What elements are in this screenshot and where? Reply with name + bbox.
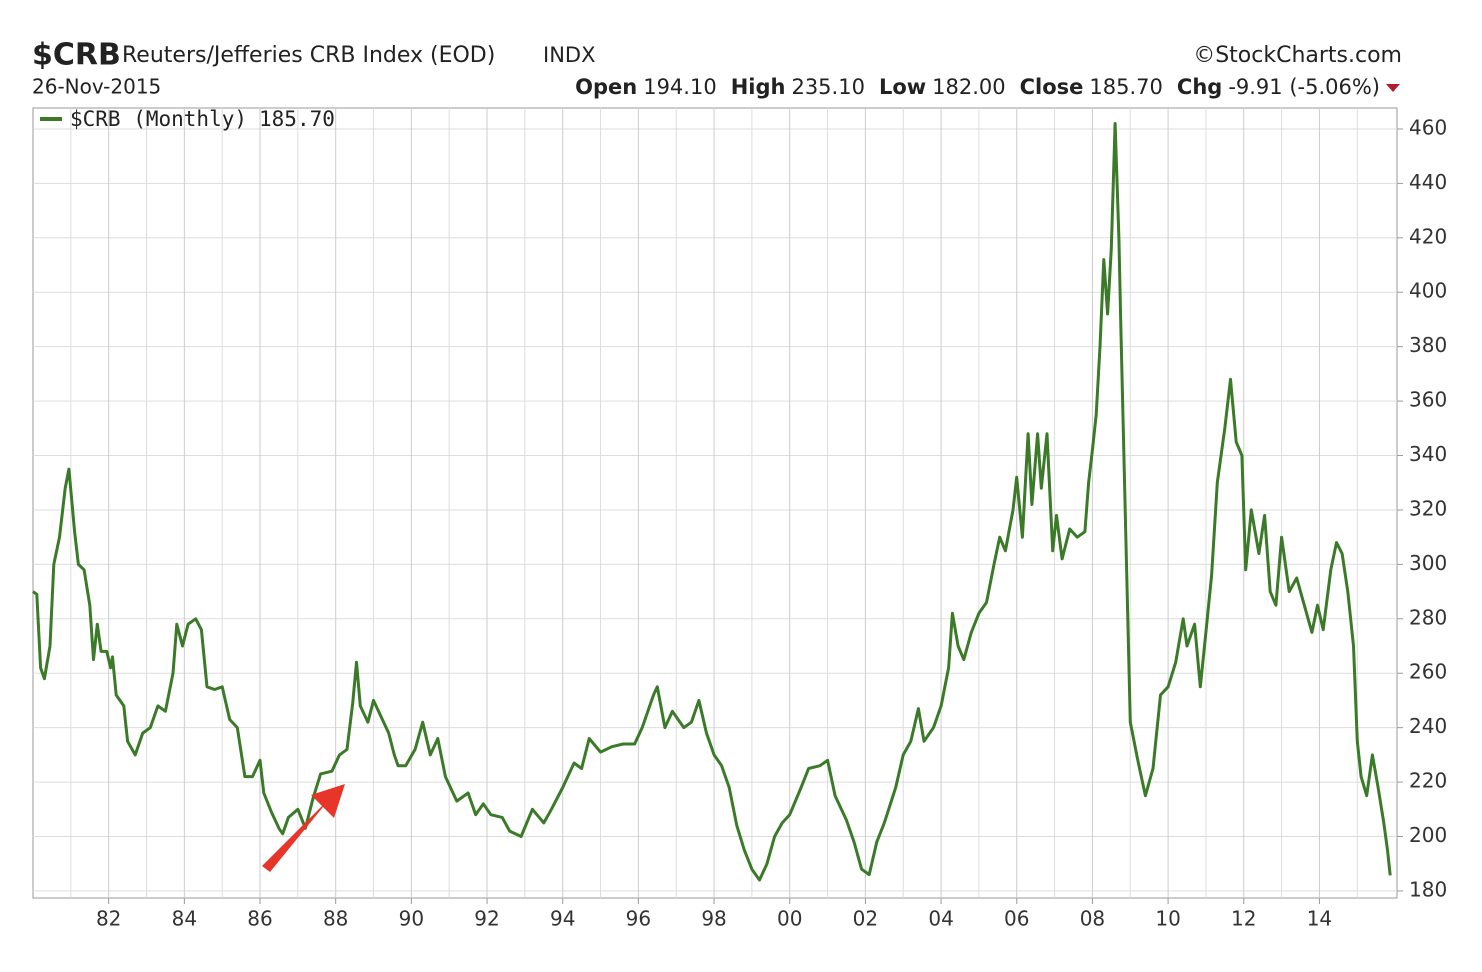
x-tick-label: 98 (701, 907, 726, 931)
stat-value: 182.00 (932, 75, 1005, 99)
y-tick-label: 320 (1409, 496, 1447, 520)
y-tick-label: 460 (1409, 115, 1447, 139)
source: ©StockCharts.com (1193, 43, 1402, 68)
x-tick-label: 08 (1080, 907, 1105, 931)
annotation-arrow (262, 784, 345, 872)
y-tick-label: 420 (1409, 224, 1447, 248)
legend-name: $CRB (Monthly) (70, 107, 247, 131)
y-tick-label: 440 (1409, 170, 1447, 194)
legend: $CRB (Monthly) 185.70 (70, 107, 335, 131)
plot-frame (32, 107, 1398, 899)
x-tick-label: 04 (928, 907, 953, 931)
stat-label: Open (575, 75, 637, 99)
x-tick-label: 82 (96, 907, 121, 931)
grid (33, 108, 1397, 898)
y-tick-label: 240 (1409, 714, 1447, 738)
x-tick-label: 06 (1004, 907, 1029, 931)
x-tick-label: 00 (777, 907, 802, 931)
x-tick-label: 10 (1155, 907, 1180, 931)
exchange: INDX (543, 43, 595, 67)
symbol: $CRB (32, 38, 121, 73)
x-tick-label: 86 (247, 907, 272, 931)
stats: Open 194.10 High 235.10 Low 182.00 Close 185.70… (575, 75, 1380, 99)
y-tick-label: 300 (1409, 551, 1447, 575)
stat-label: Chg (1177, 75, 1222, 99)
y-tick-label: 360 (1409, 388, 1447, 412)
y-tick-label: 380 (1409, 333, 1447, 357)
x-tick-label: 96 (626, 907, 651, 931)
stat-label: Close (1020, 75, 1084, 99)
legend-value: 185.70 (259, 107, 335, 131)
x-tick-label: 88 (323, 907, 348, 931)
y-tick-label: 180 (1409, 877, 1447, 901)
stat-value: -9.91 (-5.06%) (1228, 75, 1380, 99)
y-tick-label: 220 (1409, 769, 1447, 793)
down-indicator (1386, 84, 1400, 92)
index-name: Reuters/Jefferies CRB Index (EOD) (122, 43, 495, 68)
x-tick-label: 12 (1231, 907, 1256, 931)
stat-value: 235.10 (791, 75, 864, 99)
x-tick-label: 90 (399, 907, 424, 931)
stat-value: 185.70 (1089, 75, 1162, 99)
y-tick-label: 200 (1409, 823, 1447, 847)
stat-label: Low (879, 75, 926, 99)
y-tick-label: 260 (1409, 660, 1447, 684)
stat-value: 194.10 (643, 75, 716, 99)
x-tick-label: 92 (474, 907, 499, 931)
marks (32, 122, 1392, 882)
x-tick-label: 84 (172, 907, 197, 931)
x-tick-label: 02 (853, 907, 878, 931)
y-tick-label: 280 (1409, 605, 1447, 629)
date: 26-Nov-2015 (32, 75, 161, 99)
stat-label: High (731, 75, 786, 99)
y-tick-label: 400 (1409, 279, 1447, 303)
price-line (32, 122, 1392, 882)
y-tick-label: 340 (1409, 442, 1447, 466)
x-tick-label: 94 (550, 907, 575, 931)
x-tick-label: 14 (1307, 907, 1332, 931)
